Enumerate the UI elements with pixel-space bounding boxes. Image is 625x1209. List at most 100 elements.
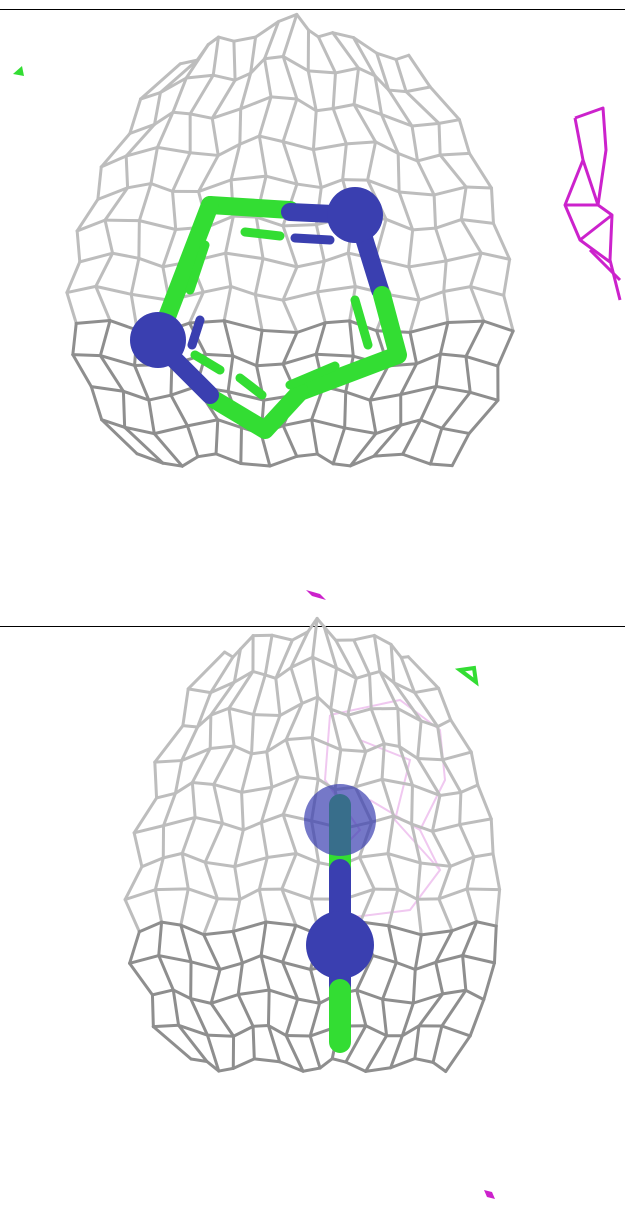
mesh-edge bbox=[132, 831, 144, 869]
mesh-edge bbox=[252, 1057, 282, 1064]
mesh-edge bbox=[236, 961, 244, 997]
mesh-edge bbox=[208, 713, 213, 750]
mesh-edge bbox=[155, 791, 177, 800]
mesh-edge bbox=[75, 218, 107, 233]
mesh-edge bbox=[458, 790, 463, 827]
mesh-edge bbox=[281, 298, 299, 335]
mesh-edge bbox=[489, 817, 495, 856]
mesh-edge bbox=[322, 251, 350, 263]
mesh-edge bbox=[352, 633, 376, 642]
mesh-edge bbox=[204, 352, 235, 358]
mesh-edge bbox=[309, 967, 322, 1005]
mesh-edge bbox=[227, 669, 255, 710]
mesh-edge bbox=[396, 887, 419, 901]
mesh-edge bbox=[415, 897, 423, 937]
mesh-edge bbox=[352, 102, 378, 144]
mesh-edge bbox=[404, 90, 441, 125]
mesh-edge bbox=[353, 777, 384, 789]
mesh-edge bbox=[380, 777, 414, 787]
mesh-edge bbox=[309, 861, 321, 901]
mesh-edge bbox=[71, 321, 78, 357]
mesh-edge bbox=[491, 221, 512, 261]
mesh-edge bbox=[215, 897, 242, 901]
mesh-edge bbox=[387, 924, 423, 937]
mesh-edge bbox=[413, 960, 438, 971]
mesh-edge bbox=[442, 259, 448, 294]
mesh-edge bbox=[188, 112, 214, 120]
mesh-edge bbox=[231, 214, 258, 219]
bond bbox=[206, 383, 309, 439]
mesh-edge bbox=[128, 954, 161, 965]
mesh-edge bbox=[434, 960, 445, 996]
mesh-edge bbox=[100, 418, 139, 456]
mesh-edge bbox=[389, 642, 396, 685]
mesh-edge bbox=[171, 189, 178, 232]
mesh-edge bbox=[185, 424, 200, 459]
density-mesh-bottom bbox=[123, 616, 502, 1074]
mesh-edge bbox=[458, 823, 476, 859]
mesh-edge bbox=[224, 251, 233, 288]
mesh-edge bbox=[450, 431, 471, 468]
mesh-edge bbox=[300, 695, 320, 705]
mesh-edge bbox=[196, 691, 213, 729]
mesh-edge bbox=[387, 88, 408, 94]
mesh-edge bbox=[255, 328, 264, 368]
mesh-edge bbox=[238, 634, 255, 651]
mesh-edge bbox=[249, 35, 258, 75]
mesh-edge bbox=[251, 1024, 270, 1028]
mesh-edge bbox=[314, 106, 335, 113]
mesh-edge bbox=[151, 1025, 193, 1061]
mesh-edge bbox=[468, 390, 500, 402]
mesh-edge bbox=[268, 454, 299, 468]
mesh-edge bbox=[284, 1033, 312, 1038]
mesh-edge bbox=[121, 389, 127, 429]
mesh-edge bbox=[364, 1066, 393, 1073]
mesh-edge bbox=[280, 887, 313, 901]
mesh-edge bbox=[331, 462, 352, 468]
mesh-edge bbox=[459, 783, 480, 794]
mesh-edge bbox=[440, 988, 468, 1028]
mesh-edge bbox=[139, 62, 182, 101]
mesh-edge bbox=[179, 923, 206, 937]
mesh-edge bbox=[432, 185, 468, 197]
mesh-edge bbox=[315, 259, 326, 294]
mesh-edge bbox=[186, 687, 213, 695]
mesh-edge bbox=[344, 1024, 368, 1064]
mesh-edge bbox=[229, 174, 268, 182]
mesh-edge bbox=[476, 783, 493, 821]
mesh-edge bbox=[231, 354, 259, 368]
mesh-edge bbox=[333, 66, 361, 75]
mesh-edge bbox=[111, 251, 141, 260]
mesh-edge bbox=[281, 265, 299, 302]
mesh-edge bbox=[489, 186, 495, 225]
mesh-edge bbox=[482, 961, 496, 1002]
mesh-edge bbox=[430, 823, 462, 833]
mesh-edge bbox=[295, 182, 323, 190]
mesh-edge bbox=[181, 687, 190, 728]
mesh-edge bbox=[459, 185, 468, 222]
mesh-edge bbox=[311, 616, 319, 659]
mesh-edge bbox=[392, 681, 417, 695]
mesh-edge bbox=[378, 669, 400, 711]
mesh-edge bbox=[399, 362, 419, 397]
mesh-edge bbox=[284, 736, 314, 742]
mesh-edge bbox=[222, 284, 233, 323]
mesh-edge bbox=[153, 724, 185, 764]
mesh-edge bbox=[153, 856, 165, 892]
mesh-edge bbox=[459, 218, 495, 225]
mesh-edge bbox=[232, 744, 254, 756]
mesh-edge bbox=[249, 57, 267, 75]
mesh-edge bbox=[404, 85, 432, 94]
mesh-edge bbox=[440, 426, 471, 435]
mesh-edge bbox=[179, 923, 193, 964]
mesh-edge bbox=[259, 920, 268, 958]
mesh-edge bbox=[441, 758, 463, 794]
mesh-edge bbox=[94, 251, 115, 288]
mesh-edge bbox=[103, 186, 130, 222]
mesh-edge bbox=[348, 454, 376, 468]
mesh-edge bbox=[357, 66, 377, 78]
mesh-edge bbox=[250, 750, 269, 756]
mesh-edge bbox=[153, 888, 164, 924]
mesh-edge bbox=[411, 992, 445, 1005]
mesh-edge bbox=[232, 35, 258, 43]
